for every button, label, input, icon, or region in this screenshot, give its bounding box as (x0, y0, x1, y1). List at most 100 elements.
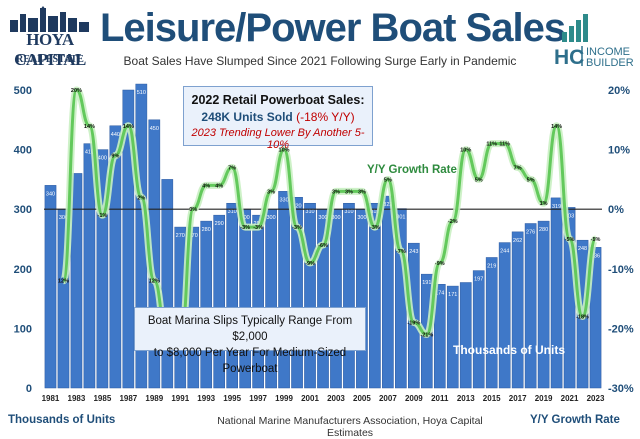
growth-label-series: 12%20%14%-1%9%14%2%12%0%4% 4%7%-3% -3%3%10… (58, 88, 601, 338)
growth-value-label: 10% (460, 148, 471, 154)
retail-trend: 2023 Trending Lower By Another 5-10% (191, 127, 365, 151)
bar-value-label: 236 (591, 253, 600, 259)
growth-value-label: 14% (84, 124, 95, 130)
x-tick-label: 1991 (171, 394, 189, 403)
page-subtitle: Boat Sales Have Slumped Since 2021 Follo… (123, 54, 517, 68)
bar-value-label: 310 (344, 209, 353, 215)
left-axis: 0 100 200 300 400 500 (14, 85, 32, 395)
growth-value-label: 0% (189, 207, 197, 213)
right-tick-label: -20% (608, 323, 634, 335)
bar-value-label: 270 (176, 233, 185, 239)
bar-value-label: 270 (189, 233, 198, 239)
left-tick-label: 0 (26, 383, 32, 395)
yy-series-label: Y/Y Growth Rate (367, 164, 457, 176)
bar-value-label: 300 (266, 215, 275, 221)
bar (369, 202, 381, 389)
growth-value-label: 5% (384, 177, 392, 183)
growth-value-label: 3% (332, 189, 340, 195)
x-axis: 1981 1983 1985 1987 1989 1991 1993 1995 1997 1999… (42, 394, 605, 403)
retail-title: 2022 Retail Powerboat Sales: (191, 93, 365, 107)
logo-left-title: HOYA CAPITAL (14, 30, 86, 69)
bar (485, 257, 498, 389)
bar-value-label: 301 (396, 215, 405, 221)
bar (343, 202, 355, 389)
bar (382, 195, 394, 389)
growth-value-label: 5% (527, 177, 535, 183)
x-tick-label: 1987 (119, 394, 137, 403)
right-tick-label: 0% (608, 204, 624, 216)
bar-value-label: 330 (279, 197, 288, 203)
left-tick-label: 100 (14, 323, 32, 335)
bar-value-label: 276 (526, 230, 535, 236)
growth-value-label: -2% (448, 219, 458, 225)
bar-value-label: 280 (202, 227, 211, 233)
x-tick-label: 2021 (561, 394, 579, 403)
x-tick-label: 2009 (405, 394, 423, 403)
bar-value-label: 280 (539, 227, 548, 233)
bar (70, 173, 83, 389)
footer-left-axis-title: Thousands of Units (8, 414, 116, 426)
bar-value-label: 290 (215, 221, 224, 227)
bar-value-label: 219 (487, 263, 496, 269)
growth-value-label: 12% (149, 279, 160, 285)
bar (96, 149, 109, 389)
bar-value-label: 340 (46, 191, 55, 197)
growth-line-series (59, 86, 599, 350)
left-tick-label: 400 (14, 145, 32, 157)
x-tick-label: 2011 (431, 394, 449, 403)
logo-right-mark: HC (554, 46, 584, 68)
growth-value-label: -9% (435, 261, 445, 267)
bar-value-label: 171 (448, 292, 457, 298)
skyline-icon (10, 6, 89, 32)
bar-value-label: 300 (357, 215, 366, 221)
bar (498, 242, 511, 389)
bar-value-label: 244 (500, 249, 509, 255)
growth-value-label: -5% (591, 237, 601, 243)
bar-value-label: 300 (59, 215, 68, 221)
bar-value-label: 310 (370, 209, 379, 215)
logo-right-line2: BUILDER (586, 57, 634, 68)
page-title: Leisure/Power Boat Sales (100, 6, 566, 50)
bar-value-label: 450 (150, 126, 159, 132)
bar (511, 231, 524, 389)
footer-right-axis-title: Y/Y Growth Rate (530, 414, 620, 426)
bar (304, 202, 316, 389)
growth-value-label: 7% (514, 165, 522, 171)
bar (83, 143, 96, 389)
bar-growth-icon: HC INCOME BUILDER (554, 14, 634, 68)
retail-units: 248K Units Sold (201, 110, 293, 124)
right-tick-label: 20% (608, 85, 630, 97)
bar-value-label: 400 (98, 156, 107, 162)
growth-line (61, 88, 597, 348)
x-tick-label: 1995 (223, 394, 241, 403)
marina-callout: Boat Marina Slips Typically Range From $… (134, 307, 366, 375)
bar-value-label: 510 (137, 90, 146, 96)
growth-value-label: -19% (407, 320, 420, 326)
bar-value-label: 174 (435, 290, 444, 296)
growth-value-label: 14% (123, 124, 134, 130)
growth-value-label: 9% (111, 154, 119, 160)
units-series-label: Thousands of Units (453, 343, 565, 357)
growth-value-label: -3% (292, 225, 302, 231)
income-builder-logo: HC INCOME BUILDER (552, 12, 636, 68)
bar-value-label: 243 (409, 249, 418, 255)
bar (122, 89, 135, 389)
bar-value-label: 319 (552, 204, 561, 210)
x-tick-label: 2017 (509, 394, 527, 403)
growth-value-label: -18% (576, 314, 589, 320)
marina-line-1: Boat Marina Slips Typically Range From $… (147, 315, 353, 343)
bar (213, 214, 226, 389)
left-tick-label: 500 (14, 85, 32, 97)
bar (524, 223, 537, 389)
growth-value-label: -21% (420, 332, 433, 338)
bar (459, 282, 472, 389)
right-axis: -30% -20% -10% 0% 10% 20% (608, 85, 634, 395)
growth-value-label: 14% (551, 124, 562, 130)
bar (44, 185, 57, 389)
bar (200, 220, 213, 389)
growth-value-label: -6% (318, 243, 328, 249)
growth-value-label: 20% (71, 88, 82, 94)
hoya-capital-logo: HOYA CAPITAL REAL ESTATE (4, 6, 96, 74)
growth-value-label: 3% (345, 189, 353, 195)
